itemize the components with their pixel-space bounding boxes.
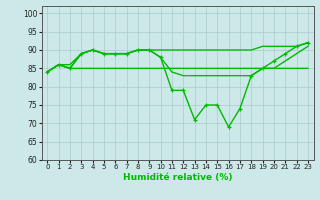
X-axis label: Humidité relative (%): Humidité relative (%) [123,173,232,182]
